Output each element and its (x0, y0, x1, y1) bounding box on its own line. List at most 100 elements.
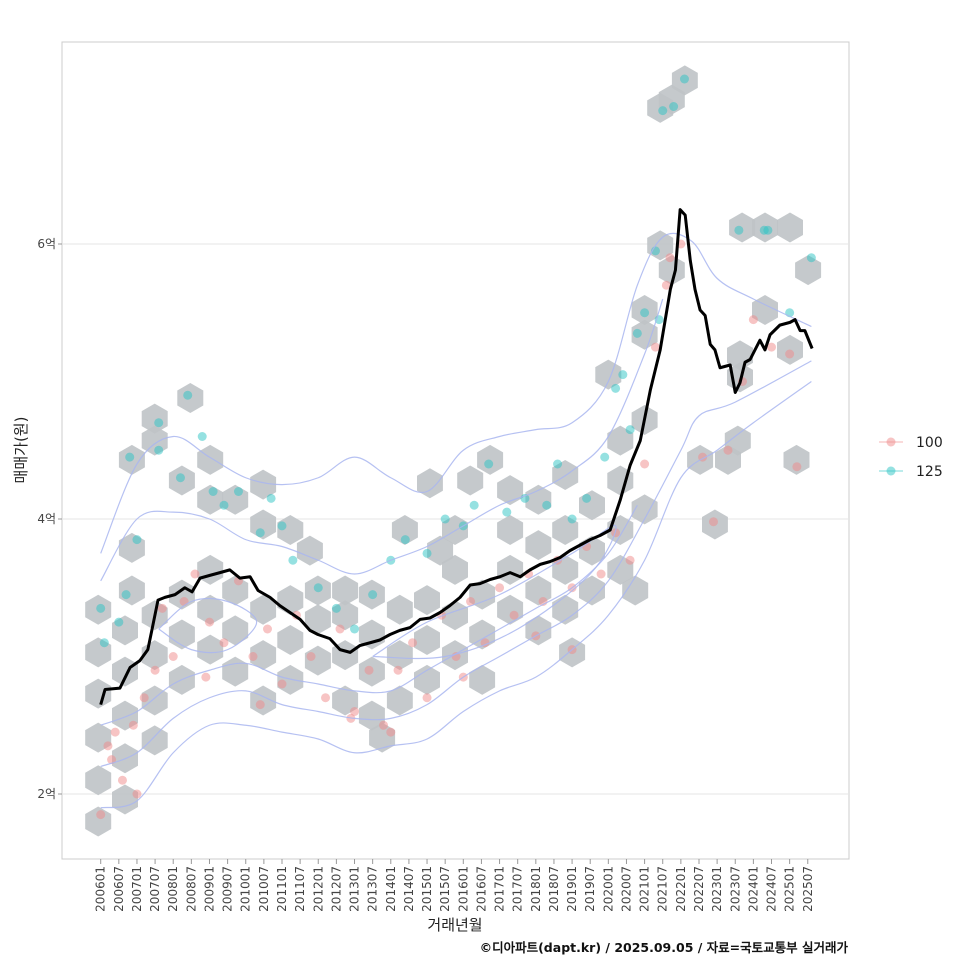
point-125 (502, 507, 512, 517)
point-125 (132, 535, 142, 545)
point-100 (321, 693, 331, 703)
point-100 (364, 665, 374, 675)
hexbin (658, 255, 685, 286)
x-tick-label: 201707 (511, 866, 525, 912)
density-contours (100, 232, 812, 809)
y-tick-label: 4억 (37, 512, 56, 526)
y-axis-title: 매매가(원) (12, 417, 30, 484)
hexbin (391, 515, 418, 545)
hexbin (85, 678, 112, 709)
point-100 (596, 569, 606, 579)
contour-line (372, 525, 617, 660)
point-125 (806, 253, 816, 263)
point-125 (266, 493, 276, 503)
contour-line (100, 504, 638, 726)
hexbin (250, 640, 277, 671)
point-100 (132, 789, 142, 799)
point-100 (201, 672, 211, 682)
point-100 (661, 280, 671, 290)
point-125 (368, 590, 378, 600)
point-125 (658, 106, 668, 116)
x-tick-label: 201907 (583, 866, 597, 912)
hexbin (497, 515, 524, 545)
hexbin (358, 700, 385, 731)
hexbin (414, 585, 440, 616)
x-axis: 200601 200607 200701 200707 200801 200807 2009… (94, 859, 815, 912)
hexbin (469, 664, 496, 695)
point-100 (785, 349, 795, 359)
point-100 (650, 342, 660, 352)
point-100 (379, 720, 389, 730)
hexbin (332, 575, 359, 606)
x-tick-label: 201507 (438, 866, 452, 912)
point-125 (422, 548, 432, 558)
hexbin (631, 494, 658, 525)
x-tick-label: 200807 (184, 866, 198, 912)
hexbin (296, 535, 323, 566)
x-tick-label: 201201 (311, 866, 325, 912)
hexbin (552, 594, 579, 625)
caption: ©디아파트(dapt.kr) / 2025.09.05 / 자료=국토교통부 실… (480, 940, 849, 955)
hexbin (222, 656, 249, 687)
point-125 (96, 603, 106, 613)
point-100 (277, 679, 287, 689)
point-125 (625, 425, 635, 435)
x-axis-title: 거래년월 (427, 916, 482, 934)
hexbin (358, 619, 385, 650)
hexbin (141, 725, 168, 756)
point-100 (190, 569, 200, 579)
x-tick-label: 200601 (94, 866, 108, 912)
x-tick-label: 200707 (148, 866, 162, 912)
point-125 (183, 390, 193, 400)
point-125 (469, 500, 479, 510)
point-100 (255, 700, 265, 710)
point-125 (542, 500, 552, 510)
point-125 (208, 487, 218, 496)
hexbin (607, 425, 634, 456)
x-tick-label: 201307 (366, 866, 380, 912)
point-125 (313, 583, 323, 593)
point-100 (128, 720, 138, 730)
hexbin (795, 255, 822, 286)
point-125 (125, 452, 135, 462)
hexbin (414, 664, 440, 695)
hexbin (222, 615, 249, 646)
y-axis: 2억 4억 6억 (37, 237, 62, 801)
point-125 (679, 74, 689, 84)
point-125 (255, 528, 265, 538)
point-125 (669, 102, 679, 111)
point-125 (219, 500, 229, 510)
point-100 (96, 810, 106, 820)
hexbin (112, 656, 138, 687)
point-125 (640, 308, 650, 318)
trend-line (99, 208, 814, 706)
hexbin (386, 685, 413, 716)
legend-item-100[interactable]: 100 (879, 435, 943, 451)
point-100 (157, 603, 167, 613)
point-125 (484, 459, 494, 469)
point-100 (150, 665, 160, 675)
x-tick-label: 201501 (420, 866, 434, 912)
x-tick-label: 200901 (202, 866, 216, 912)
hexbin (783, 444, 810, 475)
point-125 (154, 445, 164, 455)
legend-item-125[interactable]: 125 (879, 464, 943, 480)
point-100 (748, 315, 758, 325)
point-125 (331, 603, 341, 613)
point-125 (611, 383, 621, 393)
legend-label-100: 100 (916, 435, 943, 451)
x-tick-label: 202007 (619, 866, 633, 912)
legend: 100 125 (879, 435, 943, 480)
point-100 (495, 583, 505, 593)
contour-line (100, 360, 812, 768)
hexbin (332, 685, 359, 716)
point-100 (139, 693, 149, 703)
point-100 (219, 638, 229, 648)
point-125 (734, 225, 744, 235)
y-tick-label: 6억 (37, 237, 56, 251)
x-tick-label: 202101 (638, 866, 652, 912)
point-100 (117, 775, 127, 785)
point-100 (792, 462, 802, 472)
x-tick-label: 201401 (384, 866, 398, 912)
